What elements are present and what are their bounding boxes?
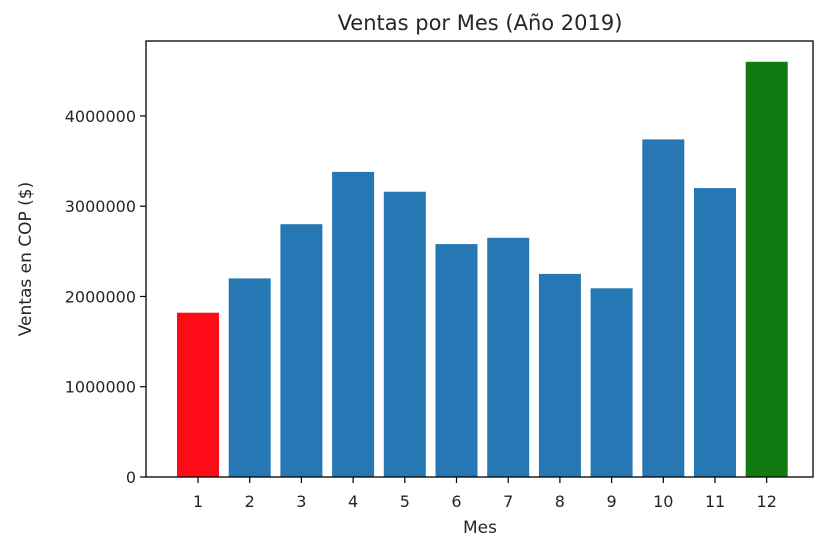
- x-tick-label: 2: [245, 492, 255, 511]
- bars-group: [177, 61, 788, 478]
- x-tick-label: 6: [451, 492, 461, 511]
- x-tick-label: 1: [193, 492, 203, 511]
- x-tick-label: 3: [296, 492, 306, 511]
- bar-month-10: [642, 139, 685, 477]
- x-axis-label: Mes: [463, 518, 497, 538]
- bar-month-5: [383, 191, 426, 477]
- x-tick-label: 12: [757, 492, 777, 511]
- y-tick-label: 0: [126, 468, 136, 487]
- x-tick-label: 7: [503, 492, 513, 511]
- x-axis-ticks: 1 2 3 4 5 6 7 8 9 10 11 12: [193, 477, 777, 511]
- bar-month-9: [590, 288, 633, 477]
- bar-month-8: [538, 273, 581, 477]
- bar-month-11: [694, 188, 736, 477]
- chart-title: Ventas por Mes (Año 2019): [338, 11, 623, 35]
- y-tick-label: 2000000: [65, 287, 136, 306]
- x-tick-label: 4: [348, 492, 358, 511]
- bar-month-12: [745, 61, 788, 478]
- bar-month-1: [177, 312, 219, 477]
- y-tick-label: 1000000: [65, 378, 136, 397]
- x-tick-label: 9: [607, 492, 617, 511]
- x-tick-label: 11: [705, 492, 725, 511]
- bar-month-6: [435, 244, 478, 477]
- bar-month-7: [487, 237, 530, 477]
- y-tick-label: 4000000: [65, 107, 136, 126]
- bar-month-4: [332, 171, 375, 477]
- y-axis-ticks: 0 1000000 2000000 3000000 4000000: [65, 107, 146, 487]
- y-axis-label: Ventas en COP ($): [16, 182, 36, 337]
- plot-frame: [145, 40, 814, 478]
- bar-month-2: [228, 278, 271, 477]
- bar-month-3: [280, 224, 323, 477]
- x-tick-label: 5: [400, 492, 410, 511]
- x-tick-label: 10: [653, 492, 673, 511]
- y-tick-label: 3000000: [65, 197, 136, 216]
- x-tick-label: 8: [555, 492, 565, 511]
